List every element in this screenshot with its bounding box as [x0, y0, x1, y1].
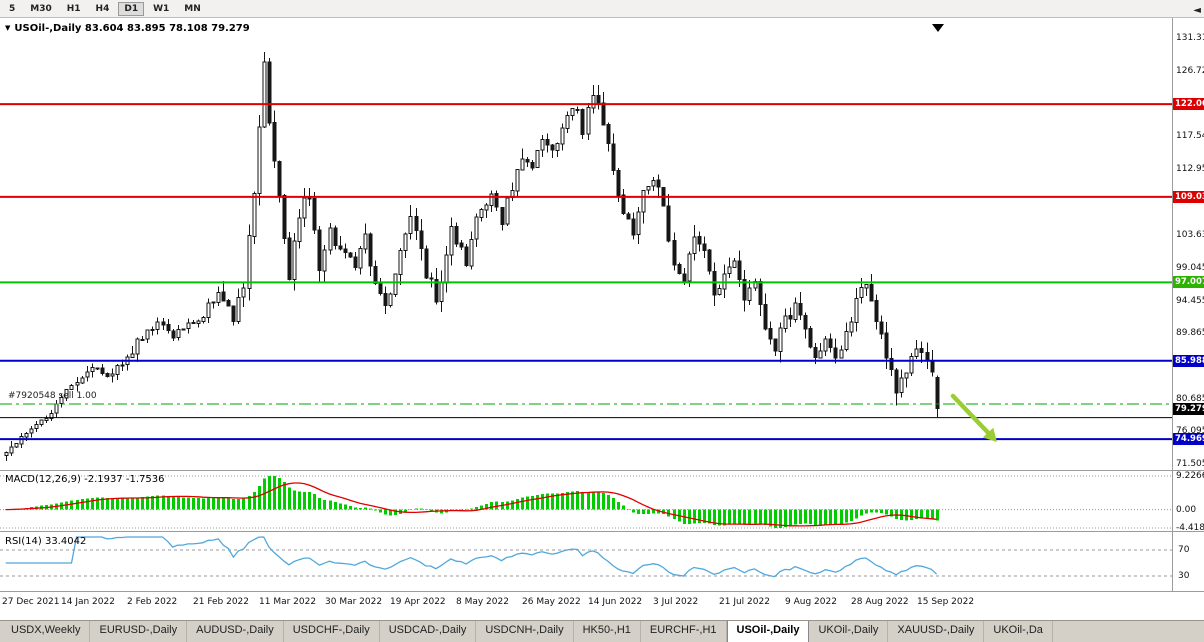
- trend-arrow-head: [982, 427, 997, 442]
- trend-arrow[interactable]: [950, 393, 994, 438]
- macd-signal-line: [5, 482, 937, 527]
- tab-scroll-arrow-icon[interactable]: ◄: [1193, 5, 1201, 16]
- chart-title-text: USOil-,Daily 83.604 83.895 78.108 79.279: [14, 23, 250, 34]
- timeframe-button-mn[interactable]: MN: [184, 3, 201, 14]
- chart-tab-usdcnh-daily[interactable]: USDCNH-,Daily: [476, 621, 574, 642]
- timeframe-toolbar: 5 M30 H1 H4 D1 W1 MN: [0, 0, 1204, 18]
- chart-tab-xauusd-daily[interactable]: XAUUSD-,Daily: [888, 621, 985, 642]
- chart-tab-bar: USDX,Weekly EURUSD-,Daily AUDUSD-,Daily USD…: [0, 620, 1204, 642]
- timeframe-button-h1[interactable]: H1: [66, 3, 81, 14]
- chart-tab-hk50-h1[interactable]: HK50-,H1: [574, 621, 641, 642]
- timeframe-button-m30[interactable]: M30: [30, 3, 52, 14]
- timeframe-button-w1[interactable]: W1: [153, 3, 170, 14]
- open-position-label: #7920548 sell 1.00: [8, 390, 97, 401]
- chart-tab-usdx-weekly[interactable]: USDX,Weekly: [2, 621, 91, 642]
- rsi-indicator-label: RSI(14) 33.4042: [5, 536, 87, 547]
- chart-tab-eurusd-daily[interactable]: EURUSD-,Daily: [90, 621, 188, 642]
- rsi-line: [5, 536, 938, 578]
- chart-tab-usdcad-daily[interactable]: USDCAD-,Daily: [380, 621, 477, 642]
- timeframe-button-d1[interactable]: D1: [118, 1, 145, 16]
- chart-shift-marker-icon[interactable]: [932, 24, 944, 32]
- collapse-icon[interactable]: ▼: [5, 24, 11, 32]
- timeframe-button-5[interactable]: 5: [9, 3, 16, 14]
- timeframe-button-h4[interactable]: H4: [95, 3, 110, 14]
- macd-indicator-label: MACD(12,26,9) -2.1937 -1.7536: [5, 474, 165, 485]
- chart-tab-audusd-daily[interactable]: AUDUSD-,Daily: [187, 621, 284, 642]
- chart-tab-usdchf-daily[interactable]: USDCHF-,Daily: [284, 621, 380, 642]
- chart-tab-usoil-daily[interactable]: USOil-,Daily: [726, 621, 810, 642]
- chart-title: ▼ USOil-,Daily 83.604 83.895 78.108 79.27…: [5, 23, 250, 34]
- candlesticks: [4, 51, 940, 461]
- macd-histogram: [5, 476, 939, 528]
- chart-tab-eurchf-h1[interactable]: EURCHF-,H1: [641, 621, 727, 642]
- chart-tab-ukoil-daily[interactable]: UKOil-,Daily: [809, 621, 889, 642]
- chart-tab-ukoil-da[interactable]: UKOil-,Da: [984, 621, 1053, 642]
